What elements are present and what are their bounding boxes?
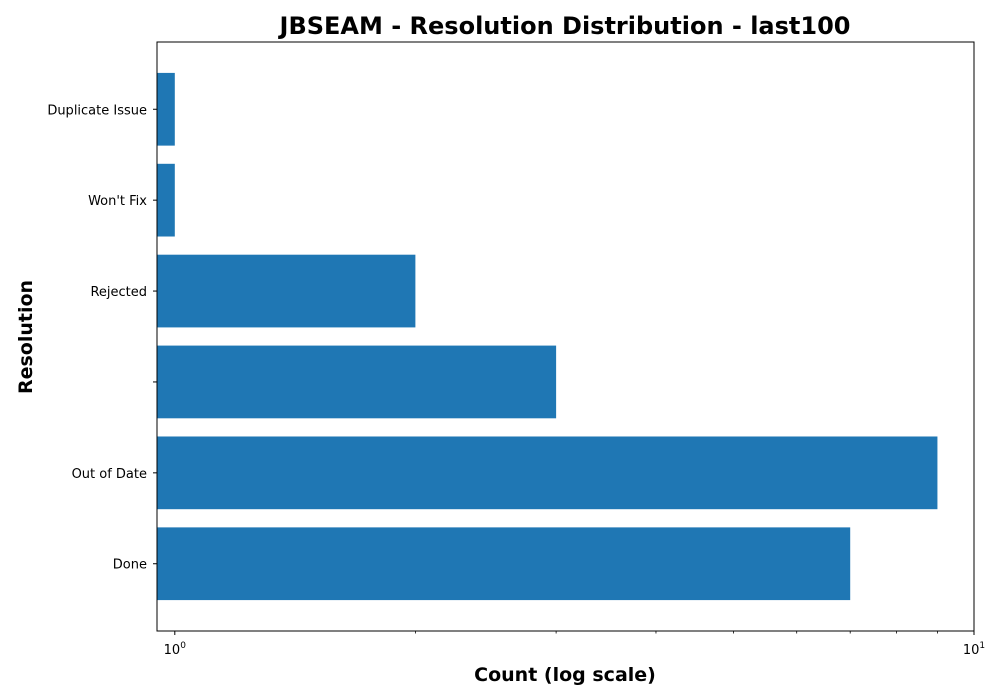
bar — [157, 436, 938, 510]
x-axis-ticks: 100 101 — [164, 631, 985, 658]
y-tick-label: Done — [113, 558, 147, 573]
x-tick-label: 100 — [164, 641, 187, 658]
y-tick-label: Out of Date — [72, 467, 147, 482]
y-tick-label: Duplicate Issue — [47, 103, 147, 118]
bar — [157, 72, 175, 146]
y-tick-label: Won't Fix — [88, 194, 147, 209]
bar — [157, 345, 557, 419]
chart-title: JBSEAM - Resolution Distribution - last1… — [278, 12, 851, 40]
plot-area-frame — [156, 41, 975, 632]
bars-group — [157, 72, 938, 601]
bar — [157, 527, 851, 601]
y-tick-label: Rejected — [90, 285, 147, 300]
y-axis-label: Resolution — [15, 280, 37, 394]
x-axis-label: Count (log scale) — [474, 664, 656, 686]
bar — [157, 254, 416, 328]
x-tick-label: 101 — [963, 641, 985, 658]
bar — [157, 163, 175, 237]
y-axis-ticks: Done Out of Date Rejected Won't Fix Duplicat… — [47, 103, 157, 573]
